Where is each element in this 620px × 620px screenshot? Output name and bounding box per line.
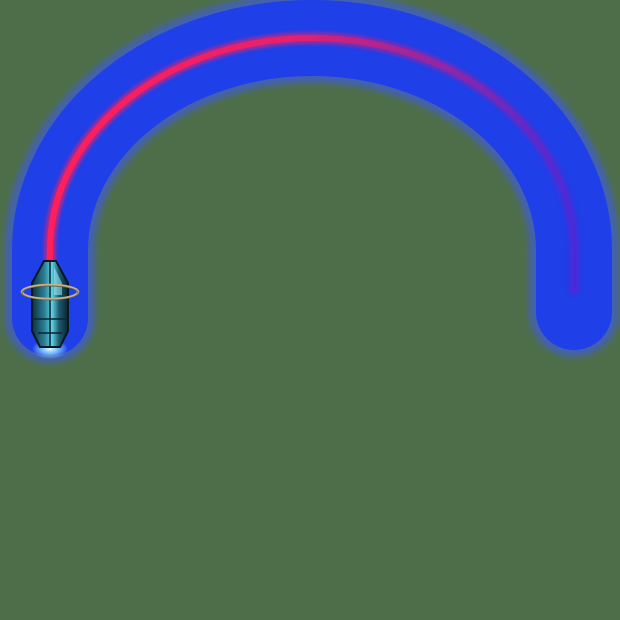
arc-trail	[5, 0, 619, 363]
capsule-ring-shadow	[21, 285, 79, 301]
capsule-highlight	[54, 267, 62, 295]
arc-core-line	[47, 35, 577, 293]
capsule-projectile-icon	[20, 260, 80, 359]
